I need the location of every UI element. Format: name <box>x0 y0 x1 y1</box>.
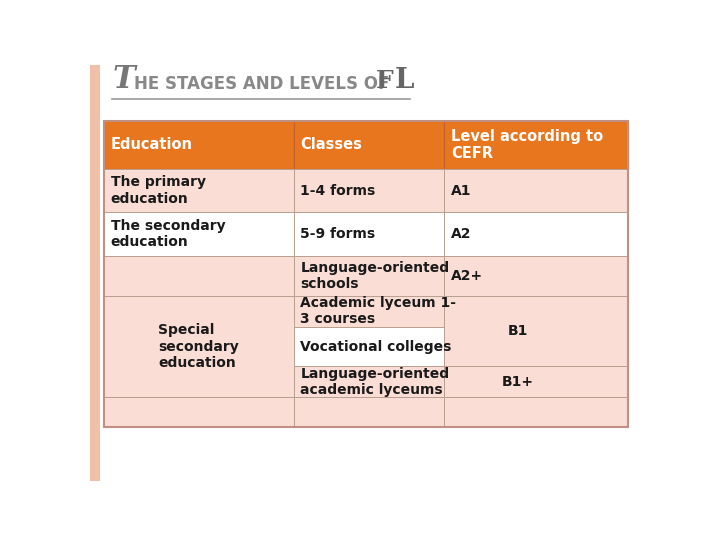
Bar <box>294 295 444 327</box>
Text: Vocational colleges: Vocational colleges <box>300 340 451 354</box>
Bar <box>444 366 629 397</box>
Bar <box>104 256 294 295</box>
Bar <box>294 366 444 397</box>
Text: Special
secondary
education: Special secondary education <box>158 323 239 370</box>
Text: Language-oriented
schools: Language-oriented schools <box>300 261 449 291</box>
Text: A2: A2 <box>451 227 472 241</box>
Text: Language-oriented
academic lyceums: Language-oriented academic lyceums <box>300 367 449 397</box>
Bar <box>104 121 294 168</box>
Bar <box>90 65 100 481</box>
Text: F: F <box>377 69 394 93</box>
Bar <box>294 256 444 295</box>
Bar <box>294 397 444 427</box>
Text: L: L <box>395 66 414 93</box>
Text: B1+: B1+ <box>502 375 534 389</box>
Text: Level according to
CEFR: Level according to CEFR <box>451 129 603 161</box>
Bar <box>444 212 629 256</box>
Text: The primary
education: The primary education <box>111 176 206 206</box>
Bar <box>444 397 629 427</box>
Bar <box>294 121 444 168</box>
Text: T: T <box>112 64 135 94</box>
Text: B1: B1 <box>508 324 528 338</box>
Bar <box>294 327 444 366</box>
Text: A1: A1 <box>451 184 472 198</box>
Bar <box>444 168 629 212</box>
Bar <box>444 121 629 168</box>
Bar <box>294 168 444 212</box>
Text: A2+: A2+ <box>451 269 483 283</box>
Text: Education: Education <box>111 137 193 152</box>
Bar <box>104 121 629 427</box>
Text: Classes: Classes <box>300 137 362 152</box>
Text: The secondary
education: The secondary education <box>111 219 225 249</box>
Bar <box>294 212 444 256</box>
Bar <box>104 295 294 397</box>
Bar <box>104 397 294 427</box>
Bar <box>104 168 294 212</box>
Text: 1-4 forms: 1-4 forms <box>300 184 376 198</box>
Text: Academic lyceum 1-
3 courses: Academic lyceum 1- 3 courses <box>300 296 456 326</box>
Bar <box>444 295 629 366</box>
Bar <box>104 212 294 256</box>
Bar <box>444 256 629 295</box>
Text: HE STAGES AND LEVELS OF: HE STAGES AND LEVELS OF <box>133 75 389 93</box>
Text: 5-9 forms: 5-9 forms <box>300 227 376 241</box>
